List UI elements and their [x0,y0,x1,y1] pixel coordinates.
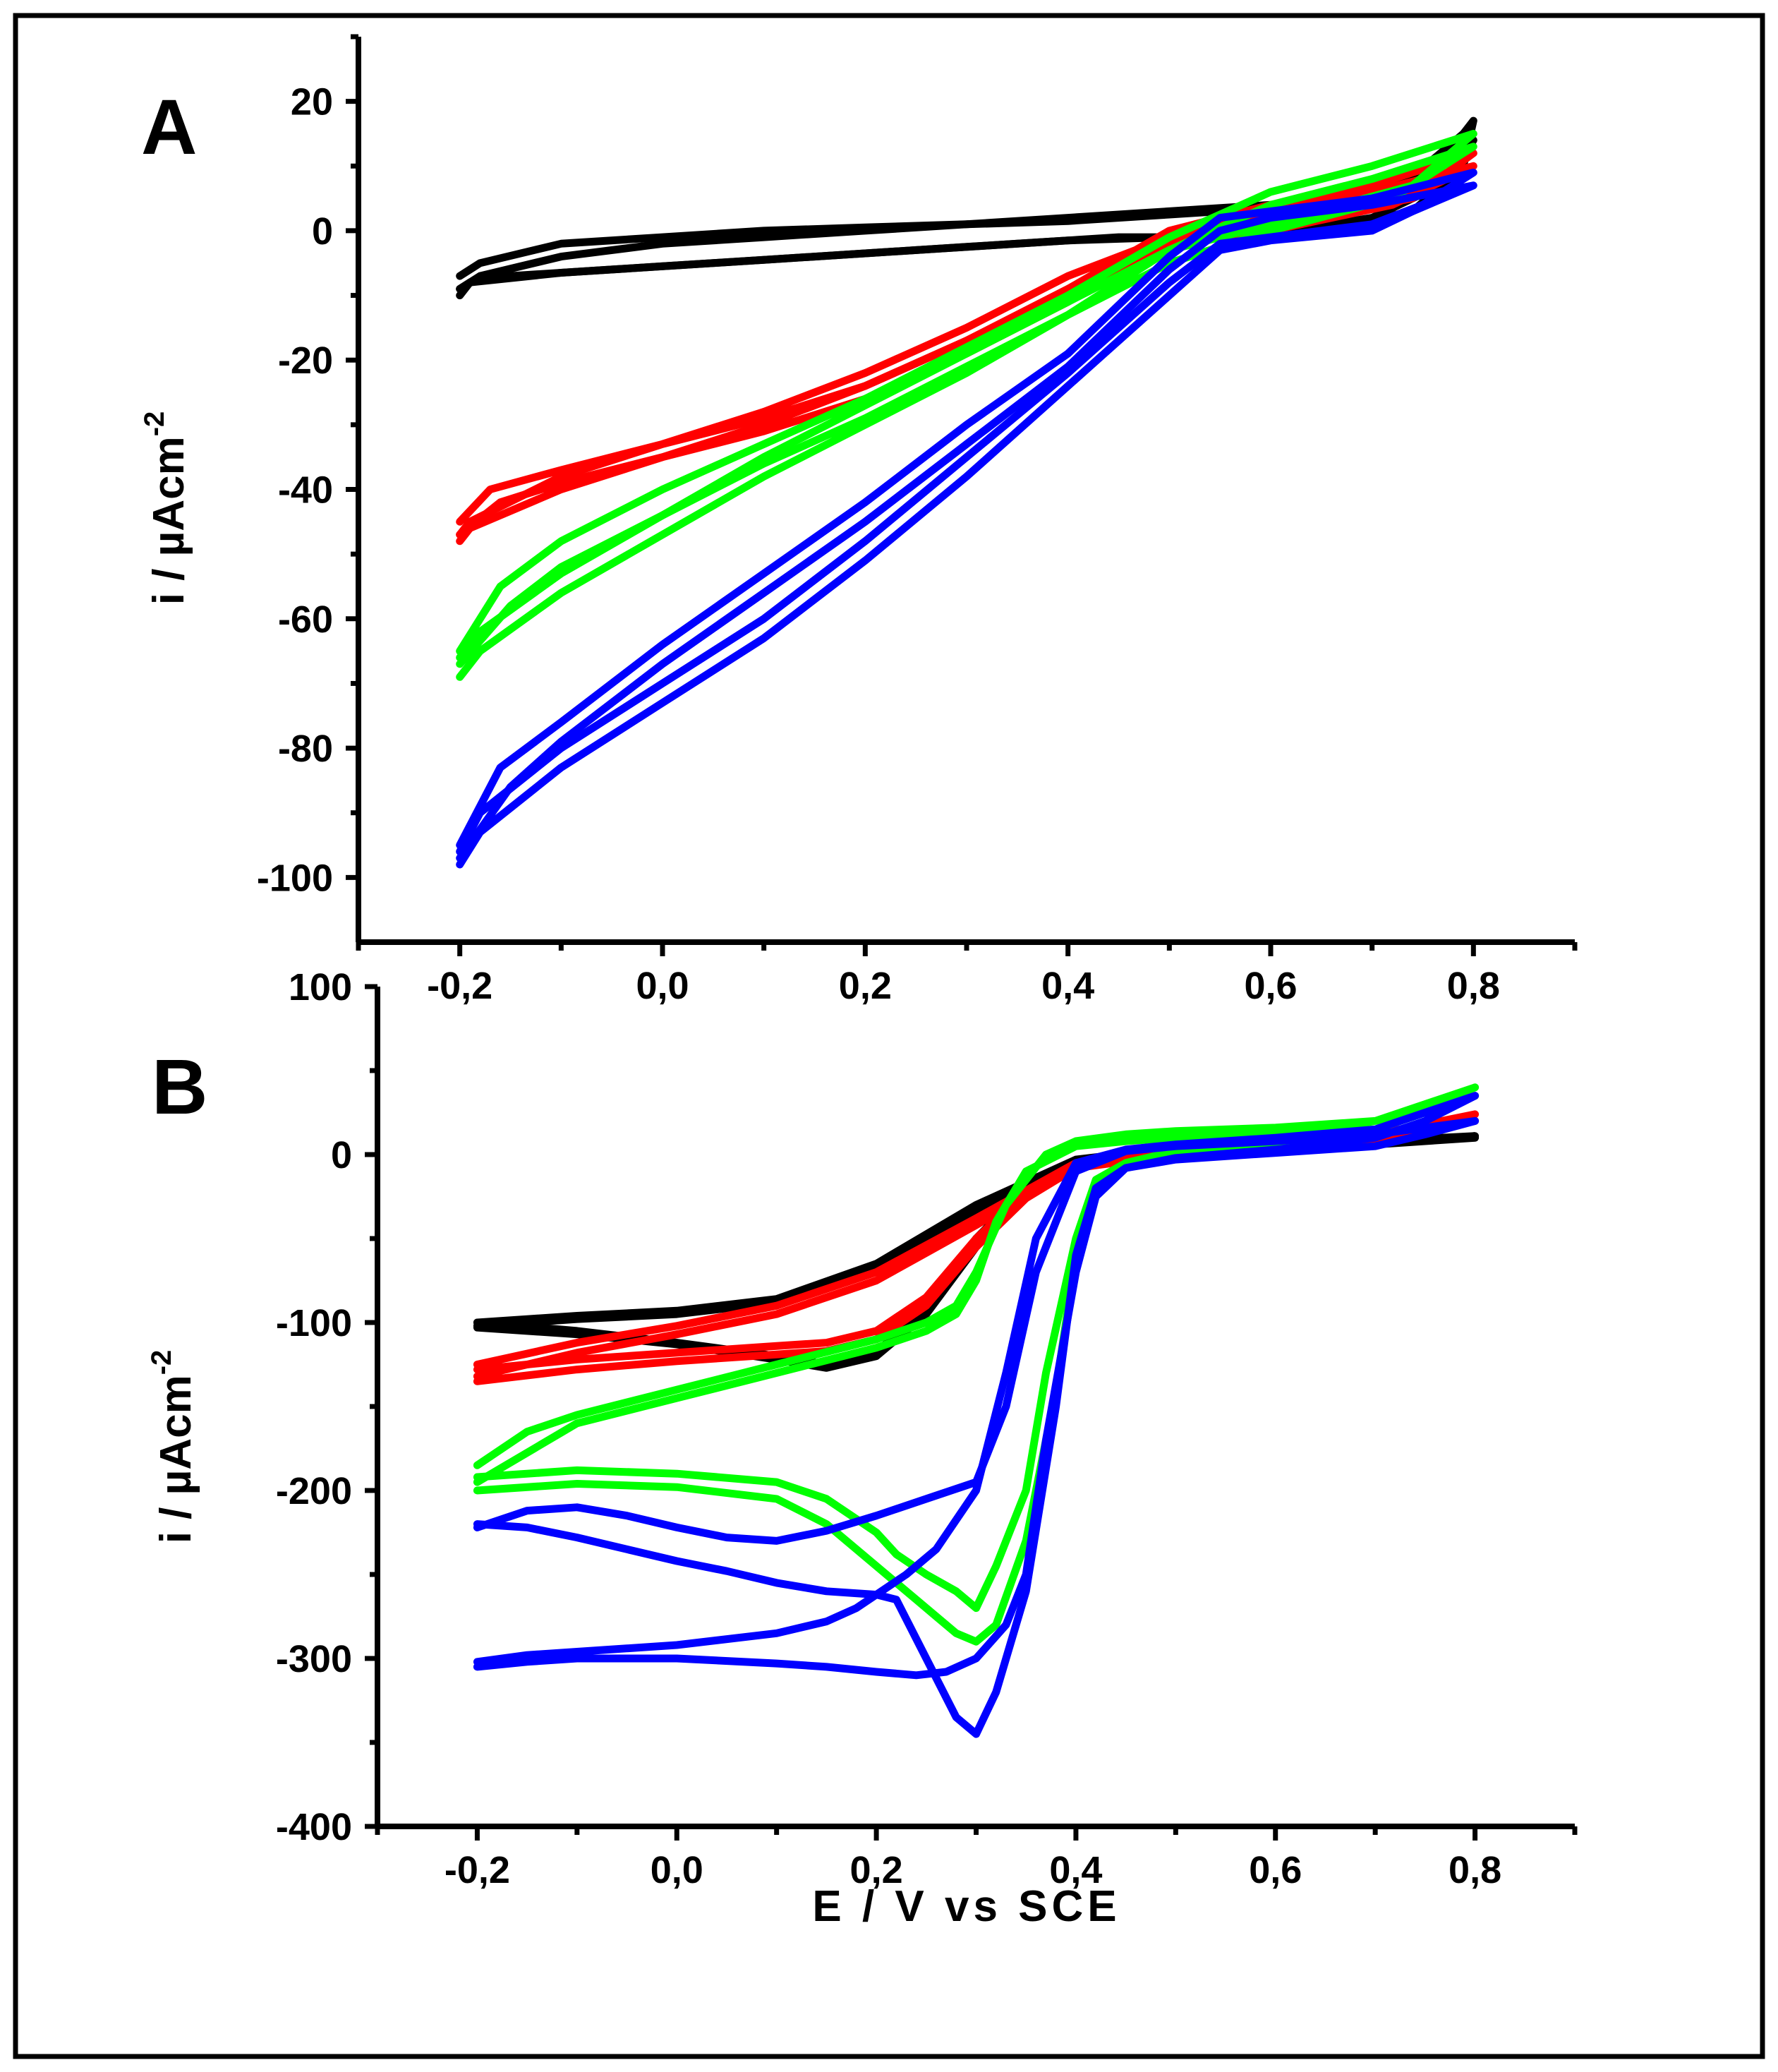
y-tick-label: 0 [331,1134,352,1176]
panel-a-label: A [141,84,197,171]
x-tick-label: -0,2 [445,1849,510,1891]
y-tick-label: -200 [276,1470,352,1512]
cv-curve-series-4-cycle-2 [456,181,1477,869]
x-tick-label: 0,0 [636,965,689,1007]
y-tick-label: -80 [278,728,333,770]
y-axis-title: i / µAcm-2 [146,1350,200,1544]
x-tick-label: 0,0 [651,1849,703,1891]
y-tick-label: -60 [278,598,333,641]
x-tick-label: -0,2 [427,965,492,1007]
x-axis-title: E / V vs SCE [812,1882,1120,1931]
cv-curve-series-3-cycle-2 [456,143,1477,681]
outer-frame [13,13,1765,2059]
y-tick-label: 0 [312,210,333,253]
x-tick-label: 0,4 [1041,965,1094,1007]
panel-b-label: B [152,1044,207,1131]
y-tick-label: -400 [276,1806,352,1848]
x-tick-label: 0,6 [1244,965,1297,1007]
x-tick-label: 0,6 [1249,1849,1302,1891]
y-tick-label: -40 [278,469,333,512]
y-tick-label: 100 [289,966,352,1008]
panel-a: -0,2 0,0 0,2 0,4 0,6 0,8 20 0 -20 -40 -60 -80 -100 i … [139,34,1578,1007]
x-tick-label: 0,4 [1049,1849,1102,1891]
panel-b: -0,2 0,0 0,2 0,4 0,6 0,8 100 0 -100 -200 -300 -400 i… [146,966,1578,1891]
y-tick-label: 20 [291,81,333,124]
y-axis-title: i / µAcm-2 [139,411,193,606]
x-tick-label: 0,8 [1447,965,1500,1007]
y-tick-label: -20 [278,339,333,382]
x-tick-label: 0,2 [850,1849,903,1891]
cv-curve-series-4-cycle-2 [473,1092,1480,1680]
y-tick-label: -100 [257,857,333,899]
x-tick-label: 0,2 [839,965,892,1007]
y-tick-label: -100 [276,1302,352,1344]
y-tick-label: -300 [276,1638,352,1680]
cv-curve-series-2-cycle-1 [456,149,1477,539]
cv-curve-series-1-cycle-2 [456,136,1477,300]
cv-curve-series-4-cycle-1 [473,1116,1480,1738]
cv-curve-series-2-cycle-2 [456,162,1477,546]
x-tick-label: 0,8 [1449,1849,1501,1891]
